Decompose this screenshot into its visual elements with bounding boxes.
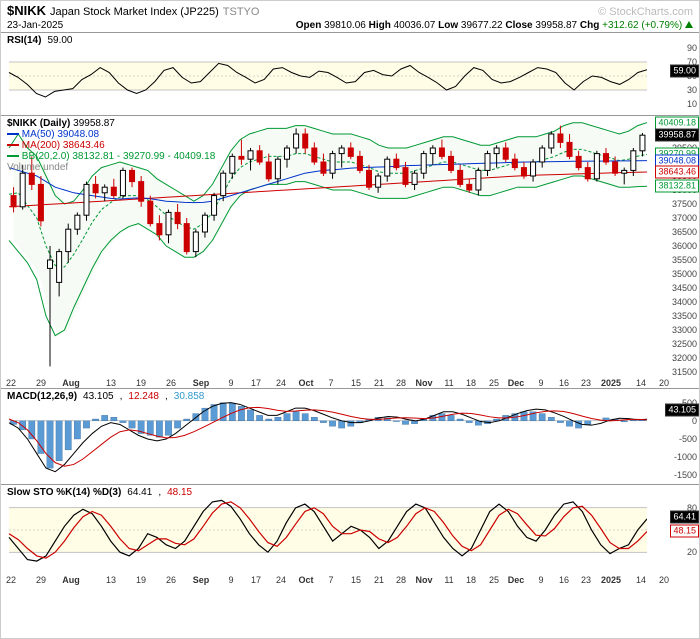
rsi-panel: RSI(14) 59.00 9070503010 59.00 (1, 32, 699, 115)
rsi-plot (1, 33, 647, 115)
chart-date: 23-Jan-2025 (7, 20, 63, 31)
up-arrow-icon (685, 21, 693, 28)
exchange: TSTYO (223, 6, 260, 18)
macd-panel: MACD(12,26,9) 43.105, 12.248, 30.858 500… (1, 388, 699, 484)
ohlc-row: 23-Jan-2025 Open 39810.06 High 40036.07 … (1, 20, 699, 32)
macd-tag: 43.105 (665, 404, 699, 417)
x-axis-upper: 2229Aug131926Sep91724Oct7152128Nov111825… (1, 374, 647, 388)
watermark: © StockCharts.com (598, 6, 693, 18)
stoch-k-tag: 64.41 (670, 511, 699, 524)
price-panel: $NIKK (Daily) 39958.87 MA(50) 39048.08 M… (1, 115, 699, 388)
stock-chart: $NIKK Japan Stock Market Index (JP225) T… (0, 0, 700, 639)
rsi-label: RSI(14) (7, 35, 41, 46)
symbol: $NIKK (7, 3, 46, 18)
chart-header: $NIKK Japan Stock Market Index (JP225) T… (1, 1, 699, 20)
x-axis-lower: 2229Aug131926Sep91724Oct7152128Nov111825… (1, 571, 647, 585)
rsi-tag: 59.00 (670, 65, 699, 78)
stoch-d-tag: 48.15 (670, 525, 699, 538)
stoch-panel: Slow STO %K(14) %D(3) 64.41, 48.15 80502… (1, 484, 699, 585)
chart-title: Japan Stock Market Index (JP225) (50, 6, 219, 18)
rsi-value: 59.00 (47, 35, 72, 46)
macd-plot (1, 389, 647, 484)
